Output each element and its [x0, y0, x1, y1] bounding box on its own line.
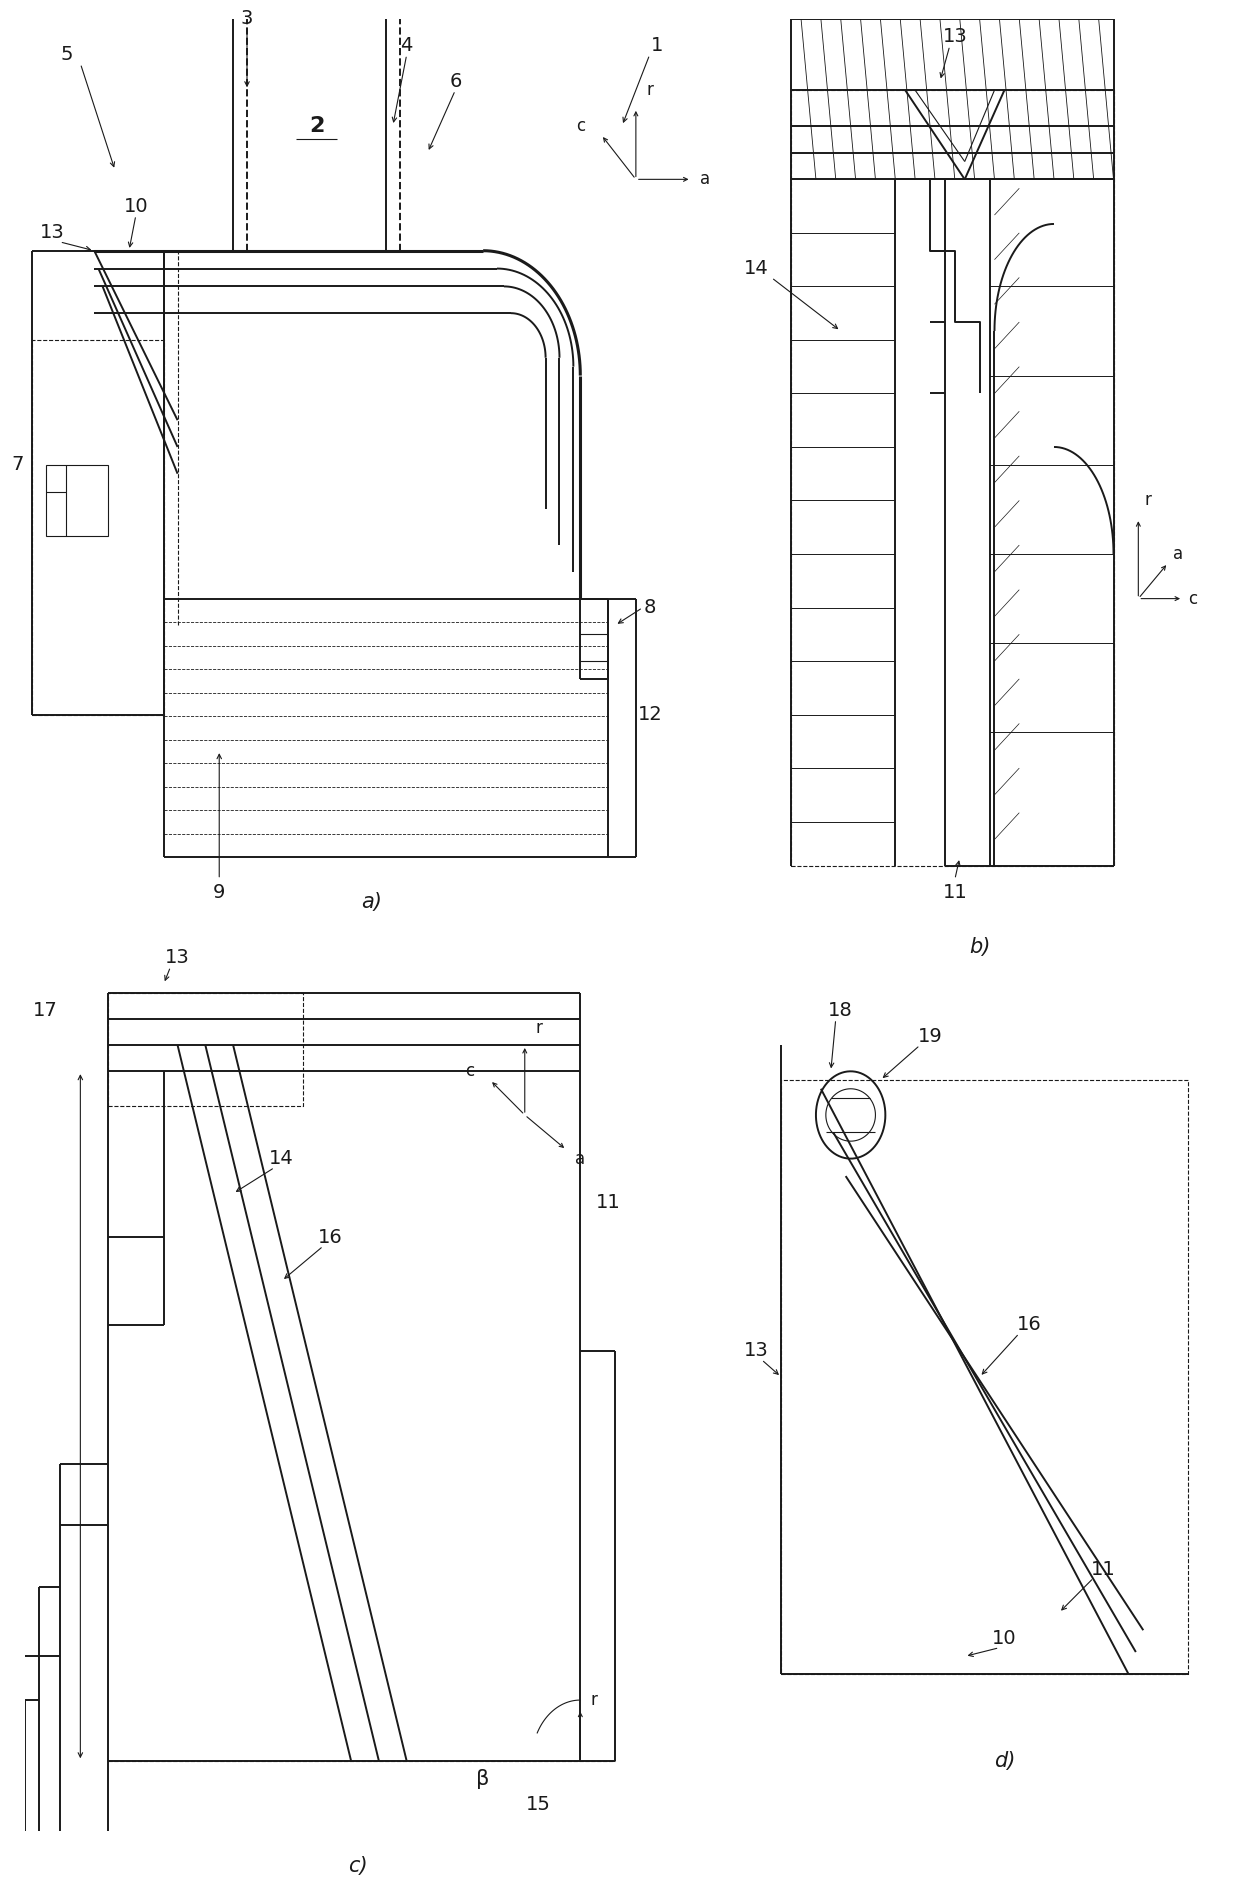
Text: c: c	[575, 116, 585, 135]
Text: 13: 13	[165, 948, 190, 967]
Bar	[781, 1080, 1188, 1673]
Text: 7: 7	[11, 454, 24, 475]
Text: 12: 12	[637, 704, 662, 725]
Text: 13: 13	[744, 1341, 769, 1360]
Text: c): c)	[348, 1855, 368, 1876]
Text: 1: 1	[651, 36, 663, 54]
Text: a): a)	[362, 892, 382, 913]
Text: 11: 11	[942, 883, 967, 903]
Text: 14: 14	[269, 1149, 294, 1168]
Text: a: a	[701, 171, 711, 188]
Text: 6: 6	[449, 71, 461, 90]
Text: 11: 11	[595, 1193, 620, 1211]
Text: 17: 17	[33, 1001, 58, 1020]
Text: β: β	[476, 1769, 490, 1788]
Text: 5: 5	[61, 45, 73, 64]
Text: d): d)	[993, 1750, 1016, 1771]
Text: 13: 13	[942, 26, 967, 47]
Text: 15: 15	[526, 1795, 551, 1814]
Text: 14: 14	[744, 259, 769, 278]
Text: 2: 2	[309, 116, 324, 135]
Text: 16: 16	[317, 1228, 342, 1247]
Text: 8: 8	[644, 597, 656, 618]
Text: r: r	[646, 81, 653, 100]
Text: 13: 13	[40, 223, 64, 242]
Bar	[108, 993, 303, 1106]
Text: r: r	[590, 1690, 598, 1709]
Text: a: a	[1173, 545, 1183, 563]
Text: 16: 16	[1017, 1315, 1042, 1333]
Text: 19: 19	[918, 1027, 942, 1046]
Bar	[791, 90, 1114, 866]
Text: 3: 3	[241, 9, 253, 28]
Text: b): b)	[968, 937, 991, 956]
Text: 4: 4	[401, 36, 413, 54]
Text: 11: 11	[1091, 1559, 1116, 1579]
Text: 9: 9	[213, 883, 226, 903]
Text: c: c	[465, 1063, 474, 1080]
Text: c: c	[1188, 590, 1198, 608]
Text: r: r	[536, 1018, 542, 1037]
Text: 18: 18	[828, 1001, 853, 1020]
Text: 10: 10	[124, 197, 149, 216]
Text: r: r	[1145, 492, 1152, 509]
Bar	[46, 464, 108, 535]
Bar	[32, 340, 164, 714]
Text: 10: 10	[992, 1630, 1017, 1649]
Text: a: a	[575, 1149, 585, 1168]
